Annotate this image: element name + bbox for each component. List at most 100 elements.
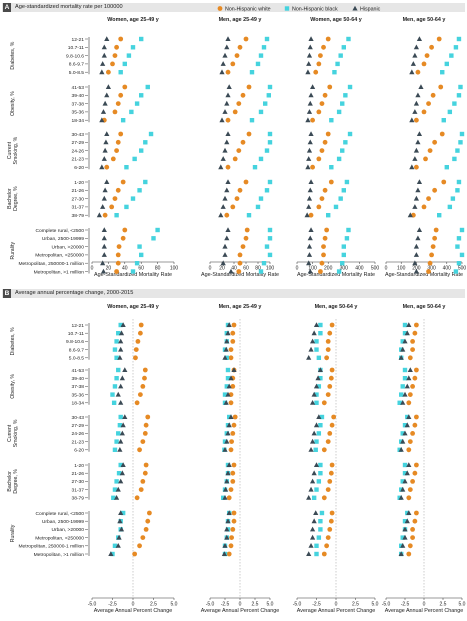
point-black [139,36,144,42]
point-hispanic [115,486,121,492]
x-tick-label: 0 [91,266,94,272]
point-white [240,92,246,98]
point-white [226,551,232,557]
point-hispanic [315,375,321,381]
point-black [225,376,231,381]
point-black [258,53,264,58]
point-white [243,235,249,241]
point-hispanic [310,534,316,540]
point-black [222,439,228,444]
point-black [318,462,323,468]
row-label-37-38: 37-38 [71,101,84,107]
point-white [412,330,418,336]
point-hispanic [225,227,231,232]
x-axis-label: Age-Standardized Mortality Rate [94,272,172,278]
point-hispanic [402,478,408,484]
point-white [328,375,334,381]
point-hispanic [313,462,320,467]
point-white [228,543,234,549]
point-black [453,269,459,274]
legend-marker-hispanic [352,5,358,11]
point-hispanic [224,44,230,50]
x-tick-label: 0 [209,266,212,272]
x-tick-label: -2.5 [401,602,410,608]
point-hispanic [306,52,313,58]
point-black [137,244,142,249]
point-hispanic [224,139,230,145]
point-hispanic [416,131,423,136]
point-black [264,36,270,42]
row-label-urban-20000: Urban, >20000 [52,527,85,533]
point-hispanic [409,164,415,170]
point-white [240,139,246,145]
point-hispanic [118,526,125,532]
point-hispanic [305,164,311,170]
point-white [237,187,243,193]
point-black [346,227,351,233]
point-black [402,322,408,328]
point-black [319,414,325,420]
x-tick-label: 5.0 [459,602,466,608]
point-hispanic [117,518,123,524]
point-white [229,439,235,444]
point-black [261,45,267,50]
point-white [226,495,232,501]
point-black [344,179,350,185]
point-black [444,61,449,67]
point-hispanic [308,543,314,548]
point-white [325,131,331,137]
point-black [326,213,331,218]
group-label-current-smoking: Smoking, % [13,419,19,447]
point-white [114,269,119,274]
point-hispanic [222,355,228,360]
point-hispanic [310,400,316,405]
point-hispanic [316,414,322,419]
point-white [429,44,434,50]
x-tick-label: -5.0 [382,602,391,608]
point-hispanic [416,36,423,41]
row-label-38-79: 38-79 [71,213,84,219]
x-tick-label: 20 [219,266,225,272]
panel-a-title: Age-standardized mortality rate per 1000… [15,4,123,10]
point-white [325,36,331,42]
point-hispanic [402,430,408,436]
group-label-bachelor-degree: Degree, % [13,469,19,494]
point-hispanic [404,330,410,336]
point-black [459,227,465,233]
point-hispanic [225,330,231,336]
point-white [142,375,147,381]
point-hispanic [115,391,121,397]
point-black [399,487,404,492]
point-white [432,235,438,241]
point-hispanic [311,430,317,436]
point-black [112,447,118,452]
point-white [410,431,415,436]
point-hispanic [116,534,122,540]
row-label-metropolitan-250000-1-million: Metropolitan, 250000-1 million [18,544,84,550]
point-black [343,140,348,145]
group-label-rurality: Rurality [10,242,16,260]
x-tick-label: 0 [335,602,338,608]
facet-title-men-age-50-64-y: Men, age 50-64 y [315,304,358,310]
point-white [115,139,121,145]
point-black [318,527,323,532]
point-hispanic [222,447,228,452]
point-white [109,204,115,210]
point-hispanic [404,470,410,476]
point-black [400,339,405,344]
point-black [314,400,319,405]
point-hispanic [406,510,412,515]
point-white [421,61,427,67]
point-black [455,148,460,153]
point-white [415,69,421,75]
point-white [414,164,419,170]
point-hispanic [104,179,110,184]
point-hispanic [104,131,110,136]
group-label-bachelor-degree: Bachelor [7,471,13,492]
point-white [318,269,323,274]
point-white [412,470,418,476]
point-black [139,252,144,258]
point-black [145,84,150,90]
point-hispanic [102,147,108,153]
point-white [321,252,326,258]
